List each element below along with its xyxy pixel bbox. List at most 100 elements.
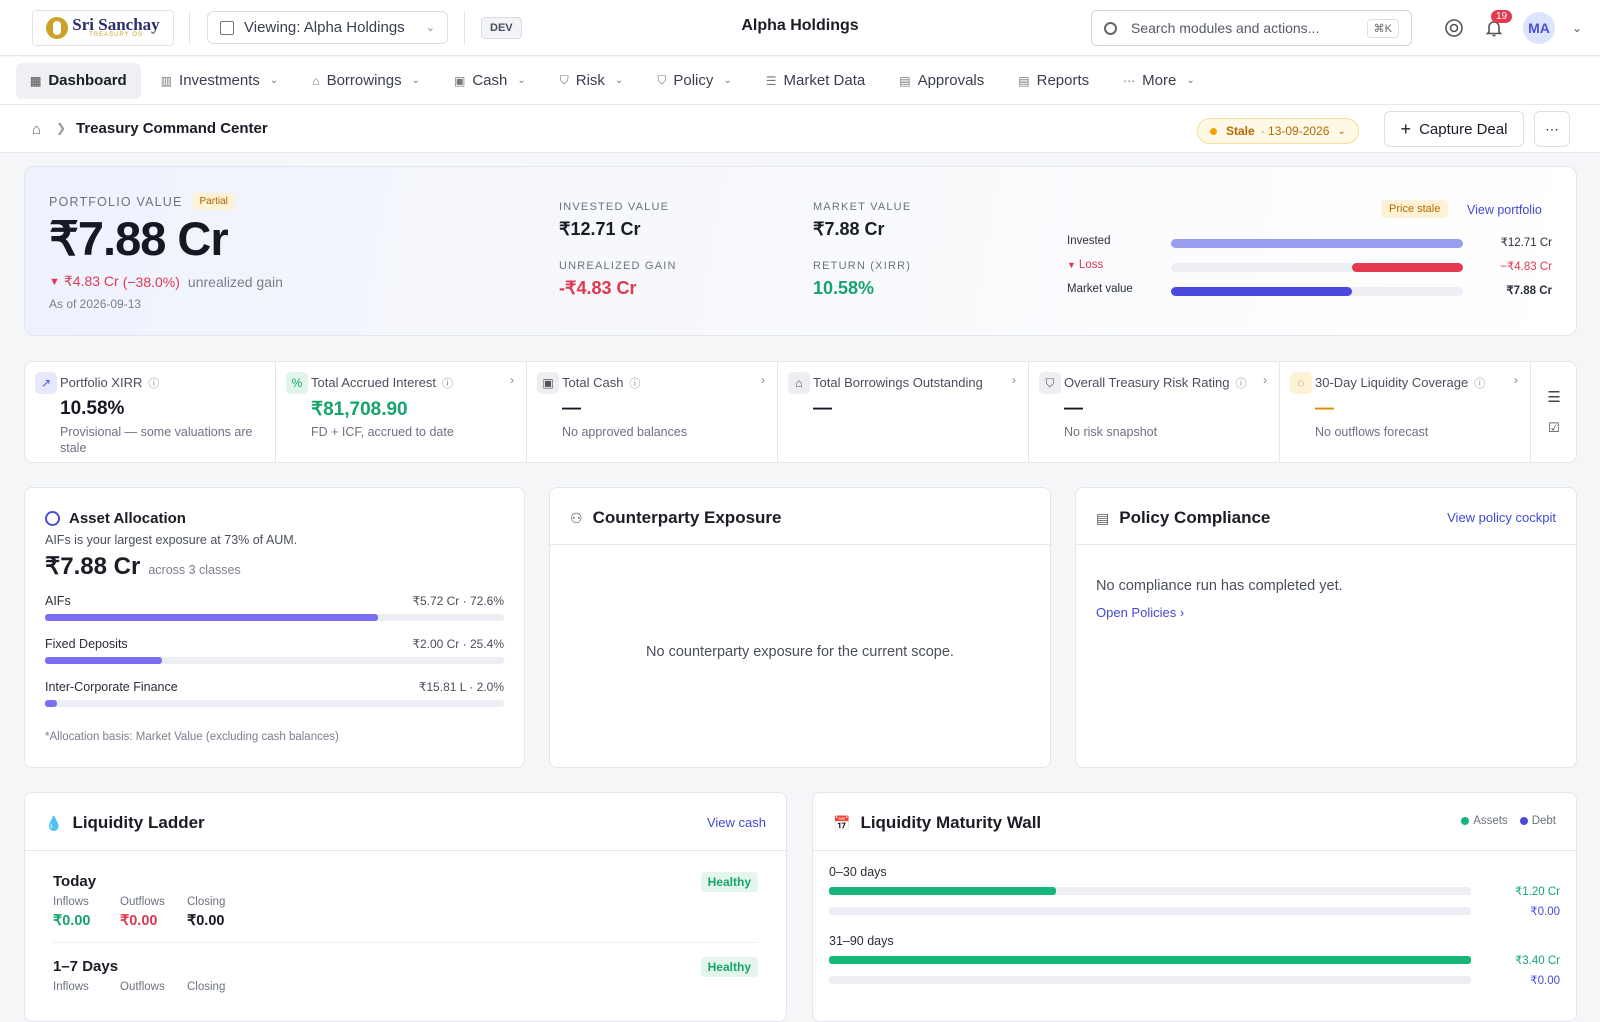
data-freshness-selector[interactable]: Stale · 13-09-2026 ⌄ (1197, 118, 1359, 144)
asset-allocation-title: Asset Allocation (69, 510, 186, 527)
users-icon: ⚇ (570, 509, 583, 526)
ladder-closing-value: ₹0.00 (187, 913, 225, 929)
nav-item-label: Policy (673, 72, 714, 89)
home-icon[interactable]: ⌂ (32, 121, 42, 138)
unrealized-gain-value: -₹4.83 Cr (559, 278, 637, 298)
ladder-closing-label: Closing (187, 981, 226, 993)
kpi-title: Total Cash ⓘ (562, 375, 640, 391)
legend-assets-label: Assets (1473, 815, 1508, 827)
nav-item-approvals[interactable]: ▤ Approvals (885, 63, 998, 99)
kpi-value: — (1315, 398, 1334, 419)
user-avatar[interactable]: MA (1523, 12, 1555, 44)
divider (550, 544, 1050, 545)
legend-debt-label: Debt (1531, 815, 1556, 827)
info-icon[interactable]: ⓘ (629, 378, 641, 390)
invested-value: ₹12.71 Cr (559, 219, 641, 239)
chevron-down-icon: ⌄ (1186, 75, 1195, 86)
nav-item-more[interactable]: ⋯ More ⌄ (1109, 63, 1209, 99)
chevron-down-icon[interactable]: ⌄ (1571, 21, 1583, 35)
nav-item-dashboard[interactable]: ▦ Dashboard (16, 62, 141, 99)
divider (53, 942, 758, 943)
portfolio-value-label: PORTFOLIO VALUE (49, 194, 183, 209)
entity-switcher[interactable]: Viewing: Alpha Holdings ⌄ (207, 11, 448, 44)
allocation-subtitle: AIFs is your largest exposure at 73% of … (45, 533, 298, 547)
nav-item-market-data[interactable]: ☰ Market Data (752, 63, 879, 99)
ladder-status-badge: Healthy (700, 957, 758, 977)
debt-bar-track (829, 976, 1471, 984)
view-policy-cockpit-link[interactable]: View policy cockpit (1447, 510, 1556, 525)
debt-value: ₹0.00 (1530, 975, 1560, 987)
plus-icon: + (1400, 118, 1412, 139)
search-input[interactable]: Search modules and actions... ⌘K (1091, 10, 1412, 46)
kpi-title-text: Portfolio XIRR (60, 375, 143, 390)
building-icon (220, 20, 234, 35)
capture-deal-button[interactable]: + Capture Deal (1384, 111, 1524, 147)
nav-item-policy[interactable]: ⛉ Policy ⌄ (643, 63, 745, 99)
ladder-closing-label: Closing (187, 896, 226, 908)
chevron-right-icon[interactable]: › (510, 373, 514, 387)
chevron-right-icon[interactable]: › (1012, 373, 1016, 387)
calendar-icon: 📅 (833, 814, 851, 831)
nav-item-label: Borrowings (326, 72, 402, 89)
bank-icon: ⌂ (788, 372, 810, 394)
chevron-right-icon[interactable]: › (1263, 373, 1267, 387)
database-icon: ☰ (765, 73, 777, 88)
allocation-total: ₹7.88 Cr (45, 553, 141, 580)
sliders-icon[interactable]: ☰ (1547, 389, 1561, 406)
grid-icon: ▦ (30, 73, 42, 88)
kpi-value: ₹81,708.90 (311, 399, 408, 420)
info-icon[interactable]: ⓘ (1474, 378, 1486, 390)
nav-item-borrowings[interactable]: ⌂ Borrowings ⌄ (298, 63, 434, 99)
debt-bar-track (829, 907, 1471, 915)
capture-deal-label: Capture Deal (1419, 120, 1508, 138)
chevron-down-icon: ⌄ (425, 22, 435, 34)
open-policies-link[interactable]: Open Policies › (1096, 605, 1185, 620)
info-icon[interactable]: ⓘ (1235, 378, 1247, 390)
kpi-subtitle: No outflows forecast (1315, 425, 1429, 439)
list-checks-icon[interactable]: ☑ (1548, 420, 1560, 435)
kpi-card-total-borrowings-outstanding[interactable]: ⌂ Total Borrowings Outstanding — › (778, 362, 1029, 462)
view-cash-link[interactable]: View cash (706, 815, 766, 830)
portfolio-bar-label-text: Invested (1067, 235, 1111, 247)
nav-item-label: Market Data (783, 72, 866, 89)
nav-item-investments[interactable]: ▥ Investments ⌄ (147, 63, 293, 99)
kpi-title-text: Total Borrowings Outstanding (813, 375, 983, 390)
kpi-card-total-accrued-interest[interactable]: % Total Accrued Interest ⓘ ₹81,708.90 FD + I… (276, 362, 527, 462)
info-icon[interactable]: ⓘ (148, 378, 160, 390)
info-icon[interactable]: ⓘ (442, 378, 454, 390)
ladder-period: Today (53, 873, 97, 890)
wallet-icon: ▣ (453, 73, 466, 88)
main-navigation: ▦ Dashboard ▥ Investments ⌄ ⌂ Borrowings ⌄ ▣ Cash… (0, 57, 1600, 105)
kpi-card-30-day-liquidity-coverage[interactable]: ◌ 30-Day Liquidity Coverage ⓘ — No outflows … (1280, 362, 1531, 462)
kpi-value: — (813, 398, 832, 419)
portfolio-change-suffix: unrealized gain (187, 273, 283, 290)
nav-item-risk[interactable]: ⛉ Risk ⌄ (546, 63, 638, 99)
chevron-right-icon[interactable]: › (761, 373, 765, 387)
ladder-status-badge: Healthy (700, 872, 758, 892)
nav-item-reports[interactable]: ▤ Reports (1004, 63, 1103, 99)
more-actions-button[interactable]: ⋯ (1534, 111, 1570, 147)
nav-item-cash[interactable]: ▣ Cash ⌄ (440, 63, 540, 99)
kpi-subtitle: No risk snapshot (1064, 425, 1158, 439)
kpi-card-overall-treasury-risk-rating[interactable]: ⛉ Overall Treasury Risk Rating ⓘ — No risk s… (1029, 362, 1280, 462)
allocation-row-label: Fixed Deposits (45, 637, 128, 651)
chevron-right-icon[interactable]: › (1514, 373, 1518, 387)
kpi-card-total-cash[interactable]: ▣ Total Cash ⓘ — No approved balances › (527, 362, 778, 462)
help-lifebuoy-icon[interactable] (1444, 18, 1464, 38)
droplets-icon: ◌ (1290, 372, 1312, 394)
triangle-down-icon: ▼ (1067, 260, 1076, 270)
portfolio-bar-fill (1352, 263, 1463, 272)
policy-empty-state: No compliance run has completed yet. (1096, 578, 1343, 594)
liquidity-ladder-title: Liquidity Ladder (72, 813, 205, 832)
view-portfolio-link[interactable]: View portfolio (1467, 203, 1542, 217)
divider (189, 12, 190, 44)
divider (1076, 544, 1576, 545)
nav-item-label: Dashboard (48, 72, 127, 89)
kpi-strip: ↗ Portfolio XIRR ⓘ 10.58% Provisional — some… (24, 361, 1577, 463)
notification-badge: 19 (1491, 10, 1513, 23)
portfolio-bar-value: ₹12.71 Cr (1500, 237, 1552, 249)
policy-compliance-card: ▤ Policy Compliance View policy cockpit … (1075, 487, 1577, 768)
allocation-row-value: ₹2.00 Cr · 25.4% (412, 637, 504, 651)
brand-logo[interactable]: Sri Sanchay TREASURY OS (32, 10, 174, 46)
portfolio-bar-label: Invested (1067, 235, 1110, 247)
